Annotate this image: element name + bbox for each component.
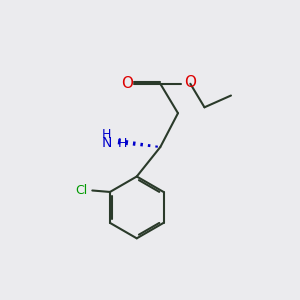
Text: Cl: Cl [75, 184, 87, 197]
Text: O: O [121, 76, 133, 91]
Text: H: H [118, 137, 128, 150]
Text: O: O [184, 75, 196, 90]
Text: N: N [101, 136, 112, 150]
Text: H: H [102, 128, 111, 141]
